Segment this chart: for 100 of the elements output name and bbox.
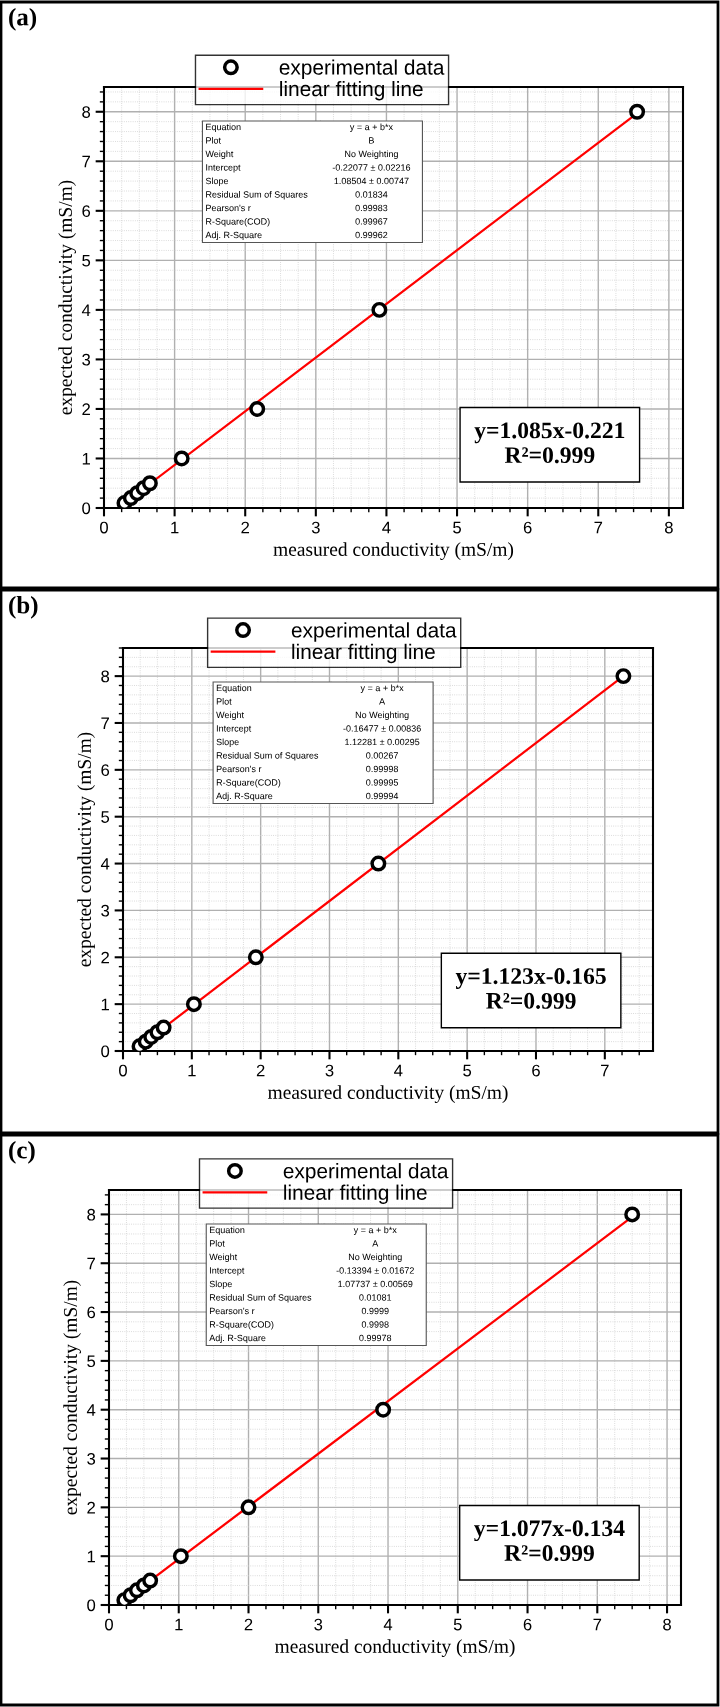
legend-label: experimental data: [283, 1163, 449, 1183]
annotation: Plot: [206, 137, 221, 144]
point: [142, 1572, 159, 1589]
legend-label: linear fitting line: [284, 1184, 427, 1205]
x-axis-title: measured conductivity (mS/m): [273, 542, 514, 560]
y-tick-label: 0: [101, 1045, 110, 1058]
annotation: 0.99983: [355, 204, 388, 212]
x-tick-label: 2: [241, 521, 250, 534]
annotation: A: [379, 698, 386, 705]
annotation: R-Square(COD): [216, 779, 281, 788]
x-tick-label: 3: [314, 1618, 323, 1631]
legend-label: linear fitting line: [292, 643, 435, 664]
point: [247, 949, 264, 966]
x-tick-label: 5: [453, 521, 461, 534]
annotation: Intercept: [206, 164, 241, 173]
annotation: 0.99978: [359, 1334, 392, 1342]
point: [370, 855, 387, 872]
chart-title: (b): [9, 596, 38, 619]
x-tick-label: 1: [188, 1064, 196, 1077]
x-tick-label: 1: [175, 1618, 183, 1631]
annotation: Residual Sum of Squares: [216, 752, 319, 761]
x-tick-label: 7: [601, 1064, 609, 1077]
annotation: 0.01834: [355, 191, 388, 198]
y-tick-label: 1: [82, 453, 90, 465]
y-tick-label: 6: [87, 1306, 96, 1319]
x-axis-title: measured conductivity (mS/m): [274, 1639, 515, 1657]
annotation: Weight: [216, 711, 244, 720]
x-tick-label: 4: [394, 1064, 403, 1077]
point: [172, 1548, 189, 1565]
x-tick-label: 0: [119, 1064, 127, 1077]
annotation: y = a + b*x: [353, 1226, 397, 1235]
x-tick-label: 3: [311, 521, 320, 534]
legend-label: linear fitting line: [280, 80, 423, 101]
annotation: Plot: [209, 1240, 225, 1247]
annotation: R²=0.999: [504, 447, 595, 464]
legend-label: experimental data: [279, 59, 445, 79]
x-tick-label: 6: [523, 521, 532, 534]
annotation: R-Square(COD): [209, 1321, 274, 1330]
annotation: Slope: [216, 738, 239, 747]
y-tick-label: 3: [82, 353, 91, 366]
annotation: Residual Sum of Squares: [206, 191, 308, 200]
y-axis-title: expected conductivity (mS/m): [77, 732, 95, 967]
annotation: Intercept: [210, 1267, 245, 1276]
x-tick-label: 2: [244, 1618, 253, 1631]
point: [629, 103, 646, 120]
y-tick-label: 0: [82, 502, 91, 515]
x-tick-label: 6: [523, 1618, 532, 1631]
y-tick-label: 4: [81, 304, 91, 316]
y-tick-label: 1: [101, 998, 109, 1011]
x-tick-label: 8: [663, 1618, 671, 1631]
annotation: Residual Sum of Squares: [209, 1294, 312, 1303]
annotation: -0.13394 ± 0.01672: [336, 1267, 414, 1274]
annotation: Slope: [209, 1280, 232, 1289]
y-tick-label: 6: [82, 205, 91, 218]
y-tick-label: 1: [87, 1550, 95, 1563]
annotation: Equation: [206, 123, 241, 132]
y-tick-label: 0: [87, 1599, 96, 1612]
y-tick-label: 3: [87, 1452, 96, 1465]
y-tick-label: 4: [100, 858, 110, 870]
annotation: Pearson's r: [216, 765, 262, 773]
annotation: 0.99998: [366, 765, 399, 773]
annotation: A: [372, 1240, 379, 1247]
chart-title: (a): [9, 8, 37, 31]
point: [155, 1019, 172, 1036]
y-tick-label: 4: [86, 1404, 96, 1416]
annotation: Pearson's r: [209, 1307, 255, 1315]
y-tick-label: 7: [82, 155, 90, 168]
annotation: Pearson's r: [206, 204, 251, 212]
annotation: -0.16477 ± 0.00836: [343, 725, 421, 732]
annotation: Adj. R-Square: [209, 1334, 266, 1343]
annotation: Adj. R-Square: [205, 231, 262, 240]
point: [371, 301, 388, 318]
x-tick-label: 6: [532, 1064, 540, 1077]
y-tick-label: 8: [82, 106, 91, 118]
point: [185, 996, 202, 1013]
x-tick-label: 5: [453, 1618, 462, 1631]
y-axis-title: expected conductivity (mS/m): [58, 180, 76, 415]
y-tick-label: 2: [87, 1501, 95, 1514]
annotation: y=1.077x-0.134: [474, 1520, 625, 1542]
y-tick-label: 6: [101, 764, 110, 777]
annotation: Adj. R-Square: [216, 792, 273, 801]
y-tick-label: 2: [101, 951, 109, 964]
annotation: 0.01081: [359, 1294, 392, 1301]
annotation: No Weighting: [355, 711, 409, 720]
annotation: 0.99994: [366, 792, 399, 800]
annotation: R²=0.999: [504, 1545, 594, 1562]
annotation: Slope: [205, 177, 229, 186]
y-tick-label: 5: [87, 1355, 96, 1368]
annotation: Equation: [209, 1226, 245, 1235]
annotation: y=1.123x-0.165: [455, 968, 606, 989]
y-tick-label: 5: [82, 254, 91, 267]
annotation: 1.08504 ± 0.00747: [334, 177, 409, 185]
point: [141, 475, 158, 492]
annotation: R-Square(COD): [206, 218, 270, 227]
annotation: -0.22077 ± 0.02216: [332, 164, 411, 171]
point: [615, 668, 632, 685]
x-tick-label: 7: [593, 1618, 602, 1631]
annotation: y = a + b*x: [360, 684, 404, 693]
x-tick-label: 7: [594, 521, 603, 534]
y-tick-label: 3: [101, 904, 110, 917]
